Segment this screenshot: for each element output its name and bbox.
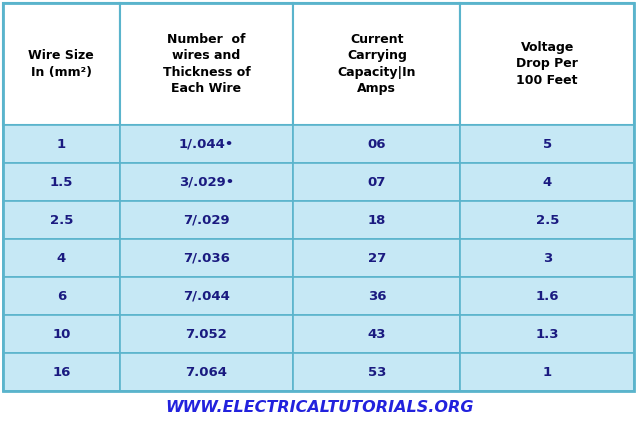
Bar [293, 277, 460, 315]
Bar [3, 201, 120, 239]
Bar [120, 315, 293, 353]
Bar [460, 277, 634, 315]
Bar [460, 353, 634, 391]
Bar [3, 315, 120, 353]
Text: 1/.044•: 1/.044• [179, 138, 234, 150]
Text: 7.052: 7.052 [186, 328, 227, 340]
Bar [120, 239, 293, 277]
Text: 36: 36 [367, 290, 386, 302]
Text: 2.5: 2.5 [50, 213, 73, 227]
Text: Current
Carrying
Capacity|In
Amps: Current Carrying Capacity|In Amps [338, 33, 416, 95]
Text: 2.5: 2.5 [536, 213, 559, 227]
Text: 1.6: 1.6 [536, 290, 559, 302]
Bar [460, 163, 634, 201]
Text: 3/.029•: 3/.029• [179, 176, 234, 188]
Text: 3: 3 [543, 251, 552, 265]
Text: 4: 4 [57, 251, 66, 265]
Bar [120, 277, 293, 315]
Bar [3, 353, 120, 391]
Text: 07: 07 [367, 176, 386, 188]
Bar [460, 125, 634, 163]
Bar [3, 125, 120, 163]
Text: 6: 6 [57, 290, 66, 302]
Bar [460, 315, 634, 353]
Text: 43: 43 [367, 328, 386, 340]
Bar [293, 315, 460, 353]
Text: 5: 5 [543, 138, 552, 150]
Bar [120, 353, 293, 391]
Bar [3, 239, 120, 277]
Text: Number  of
wires and
Thickness of
Each Wire: Number of wires and Thickness of Each Wi… [163, 33, 250, 95]
Bar [120, 163, 293, 201]
Bar [293, 3, 460, 125]
Bar [3, 163, 120, 201]
Text: WWW.ELECTRICALTUTORIALS.ORG: WWW.ELECTRICALTUTORIALS.ORG [166, 400, 474, 415]
Text: 10: 10 [52, 328, 70, 340]
Text: 16: 16 [52, 366, 70, 378]
Text: 1: 1 [543, 366, 552, 378]
Bar [3, 3, 120, 125]
Text: 7/.029: 7/.029 [183, 213, 230, 227]
Bar [3, 277, 120, 315]
Bar [120, 125, 293, 163]
Bar [293, 163, 460, 201]
Bar [293, 201, 460, 239]
Bar [120, 3, 293, 125]
Text: 27: 27 [368, 251, 386, 265]
Text: 7/.036: 7/.036 [183, 251, 230, 265]
Bar [460, 239, 634, 277]
Bar [293, 239, 460, 277]
Text: 1.5: 1.5 [50, 176, 73, 188]
Text: Wire Size
In (mm²): Wire Size In (mm²) [29, 49, 94, 79]
Bar [460, 201, 634, 239]
Text: 4: 4 [543, 176, 552, 188]
Text: 7.064: 7.064 [186, 366, 227, 378]
Text: 1.3: 1.3 [536, 328, 559, 340]
Bar [293, 353, 460, 391]
Text: 18: 18 [367, 213, 386, 227]
Text: Voltage
Drop Per
100 Feet: Voltage Drop Per 100 Feet [516, 41, 578, 87]
Text: 7/.044: 7/.044 [183, 290, 230, 302]
Text: 06: 06 [367, 138, 386, 150]
Bar [293, 125, 460, 163]
Bar [120, 201, 293, 239]
Text: 53: 53 [367, 366, 386, 378]
Text: 1: 1 [57, 138, 66, 150]
Bar [460, 3, 634, 125]
